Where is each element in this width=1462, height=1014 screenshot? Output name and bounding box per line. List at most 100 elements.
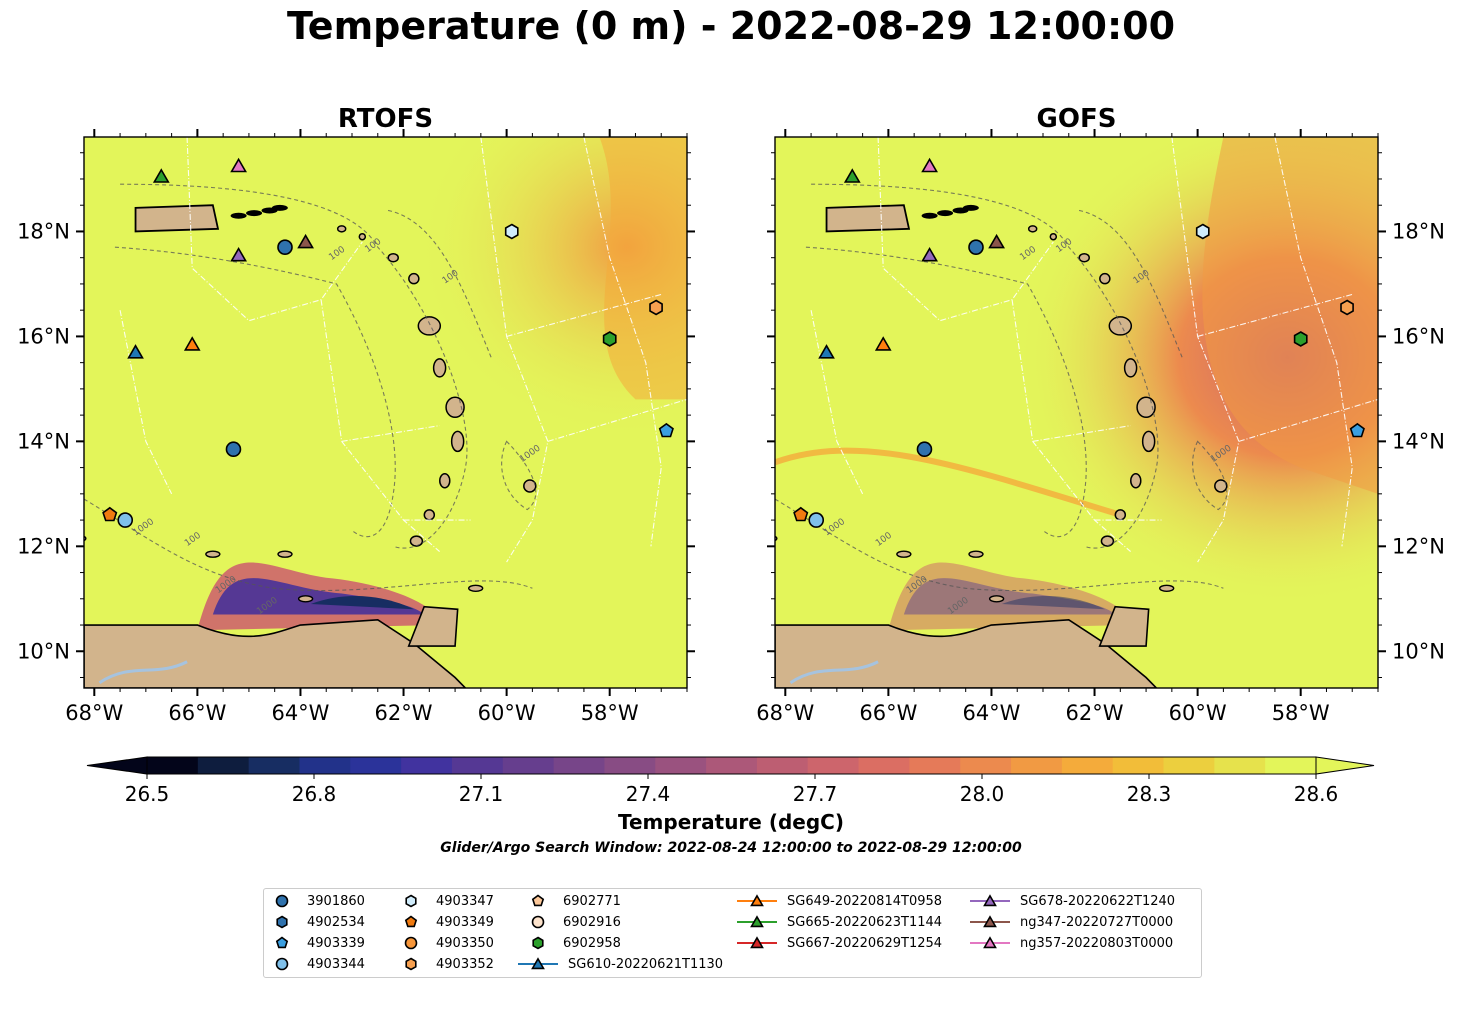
trinidad <box>407 605 459 647</box>
legend-item: SG649-20220814T0958 <box>737 894 942 909</box>
y-tick-label: 18°N <box>1392 219 1445 243</box>
antilles-island <box>423 509 436 521</box>
antilles-island <box>1078 252 1090 263</box>
south-america-land <box>775 618 1158 688</box>
x-tick-label: 58°W <box>1272 701 1330 725</box>
colorbar-segment <box>197 757 250 774</box>
small-island <box>1158 584 1175 592</box>
marker-SG610-20220621T1130 <box>127 344 144 359</box>
legend-marker <box>750 894 764 907</box>
marker-4903352 <box>1340 299 1354 316</box>
colorbar-label: Temperature (degC) <box>618 810 844 834</box>
legend: 3901860 4902534 4903339 4903344 4903347 49033… <box>263 888 1202 978</box>
x-tick-label: 66°W <box>859 701 917 725</box>
colorbar-segment <box>147 757 199 774</box>
island <box>937 210 954 217</box>
legend-item: 6902916 <box>531 915 621 930</box>
legend-marker <box>405 957 417 971</box>
colorbar-segment <box>960 757 1012 774</box>
colorbar-tick-label: 27.1 <box>459 782 504 806</box>
colorbar-segment <box>1011 757 1063 774</box>
y-tick-label: 10°N <box>17 639 70 663</box>
marker-4903347 <box>1195 223 1210 240</box>
x-tick-label: 60°W <box>478 701 536 725</box>
antilles-island <box>1100 535 1115 547</box>
legend-marker <box>532 936 544 950</box>
island <box>962 204 979 211</box>
legend-item: 6902771 <box>531 894 621 909</box>
legend-label: 4903349 <box>436 915 494 930</box>
marker-SG649-20220814T0958 <box>874 336 892 351</box>
antilles-island <box>1108 316 1133 336</box>
marker-3901860 <box>225 441 242 458</box>
legend-marker <box>275 894 289 908</box>
antilles-island <box>409 535 424 547</box>
map-frame <box>774 136 1379 689</box>
marker-6902958 <box>1293 331 1308 347</box>
legend-item: SG665-20220623T1144 <box>737 915 942 930</box>
colorbar-segment <box>1163 757 1215 774</box>
legend-label: SG610-20220621T1130 <box>568 957 723 972</box>
x-tick-label: 64°W <box>962 701 1020 725</box>
legend-item: ng347-20220727T0000 <box>970 915 1173 930</box>
antilles-island <box>1123 358 1138 378</box>
y-tick-label: 14°N <box>1392 429 1445 453</box>
marker-4903349 <box>102 506 118 522</box>
legend-item: 4903339 <box>275 936 365 951</box>
small-island <box>896 550 912 558</box>
legend-item: ng357-20220803T0000 <box>970 936 1173 951</box>
small-island <box>205 550 221 558</box>
y-tick-label: 16°N <box>17 324 70 348</box>
cool-plume-center <box>1001 596 1105 610</box>
antilles-island <box>439 472 451 489</box>
panel-title: GOFS <box>1037 104 1117 134</box>
small-island <box>988 595 1005 603</box>
marker-ng357-20220803T0000 <box>230 157 247 173</box>
colorbar-segment <box>909 757 961 774</box>
y-tick-label: 16°N <box>1392 324 1445 348</box>
legend-label: 6902771 <box>563 894 621 909</box>
colorbar-segment <box>858 757 910 774</box>
map-frame <box>83 136 688 689</box>
legend-label: ng347-20220727T0000 <box>1020 915 1173 930</box>
y-tick-label: 10°N <box>1392 639 1445 663</box>
colorbar-tick-label: 26.5 <box>125 782 170 806</box>
legend-item: 4903349 <box>404 915 494 930</box>
marker-4903339 <box>658 422 674 438</box>
small-island <box>297 595 314 603</box>
river <box>789 660 879 684</box>
panel-title: RTOFS <box>338 104 433 134</box>
bathymetry-contours <box>84 183 537 591</box>
legend-item: 6902958 <box>532 936 621 951</box>
cool-plume-center <box>310 596 414 610</box>
legend-item: 4903350 <box>404 936 494 951</box>
antilles-island <box>408 272 420 285</box>
legend-marker <box>531 894 545 907</box>
legend-marker <box>404 936 418 950</box>
eez-boundaries <box>810 137 1378 563</box>
bathymetry-contours <box>775 183 1228 591</box>
colorbar-segment <box>553 757 606 774</box>
legend-marker <box>531 915 545 929</box>
antilles-island <box>358 232 367 241</box>
marker-4903339 <box>1349 422 1365 438</box>
colorbar-tick-label: 28.0 <box>960 782 1005 806</box>
marker-SG678-20220622T1240 <box>230 247 247 262</box>
colorbar-segment <box>401 757 453 774</box>
river <box>98 660 188 684</box>
legend-item: SG667-20220629T1254 <box>737 936 942 951</box>
colorbar-tick-label: 26.8 <box>292 782 337 806</box>
colorbar-tick-label: 27.7 <box>793 782 838 806</box>
legend-label: ng357-20220803T0000 <box>1020 936 1173 951</box>
colorbar-segment <box>604 757 656 774</box>
puerto-rico <box>825 204 911 233</box>
y-tick-label: 14°N <box>17 429 70 453</box>
legend-marker <box>983 894 997 907</box>
island <box>921 212 938 219</box>
marker-4903344 <box>808 512 825 528</box>
marker-SG610-20220621T1130 <box>818 344 835 359</box>
colorbar-tick-label: 27.4 <box>626 782 671 806</box>
colorbar-frame <box>146 756 1317 775</box>
small-island <box>467 584 484 592</box>
